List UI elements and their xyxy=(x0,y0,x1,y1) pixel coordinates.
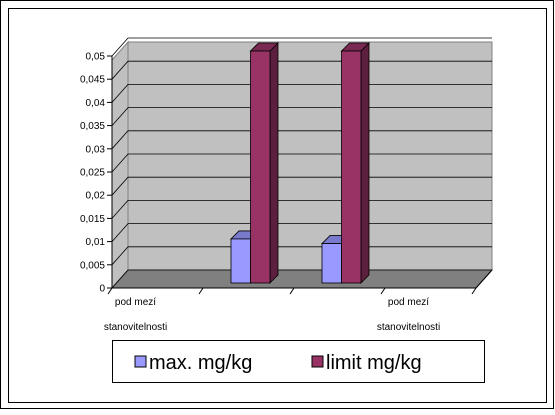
y-tick-label: 0,03 xyxy=(86,144,106,155)
grid-line xyxy=(111,153,492,173)
grid-line xyxy=(111,130,492,150)
grid-line xyxy=(111,176,492,196)
legend-label: limit mg/kg xyxy=(326,352,422,374)
x-axis-end xyxy=(475,269,493,289)
back-wall xyxy=(127,41,493,271)
bar-face xyxy=(341,50,362,284)
legend-swatch xyxy=(134,355,147,368)
grid-line xyxy=(111,269,492,289)
y-tick-label: 0,045 xyxy=(80,75,105,86)
grid-line xyxy=(111,199,492,219)
grid-line xyxy=(111,37,492,57)
y-tick-label: 0 xyxy=(99,284,105,295)
y-tick-label: 0,035 xyxy=(80,121,105,132)
x-tick-label: pod mezí stanovitelnosti xyxy=(104,297,167,333)
bar-face xyxy=(230,238,251,284)
x-tick xyxy=(198,287,204,295)
y-tick-label: 0,015 xyxy=(80,214,105,225)
grid-line xyxy=(111,223,492,242)
legend-swatch xyxy=(311,355,324,368)
bar-face xyxy=(250,50,271,284)
x-tick xyxy=(380,287,386,295)
grid-line xyxy=(111,84,492,103)
bar-face xyxy=(321,243,342,284)
grid-line xyxy=(111,246,492,266)
bar xyxy=(249,42,279,284)
bar-face xyxy=(269,42,279,284)
y-tick-label: 0,025 xyxy=(80,168,105,179)
bar-face xyxy=(360,42,370,284)
y-tick-label: 0,04 xyxy=(86,98,106,109)
legend-label: max. mg/kg xyxy=(149,352,252,374)
grid-line xyxy=(111,107,492,126)
floor xyxy=(110,269,494,289)
y-tick-label: 0,01 xyxy=(86,237,106,248)
y-tick-label: 0,05 xyxy=(86,52,106,63)
y-tick-label: 0,005 xyxy=(80,260,105,271)
x-tick xyxy=(289,287,295,295)
grid-line xyxy=(111,60,492,80)
y-tick-label: 0,02 xyxy=(86,191,106,202)
bar xyxy=(340,42,370,284)
x-tick xyxy=(107,287,113,295)
legend xyxy=(112,340,485,383)
x-tick-label: pod mezí stanovitelnosti xyxy=(377,297,440,333)
side-wall xyxy=(111,40,129,290)
x-tick xyxy=(471,287,477,295)
